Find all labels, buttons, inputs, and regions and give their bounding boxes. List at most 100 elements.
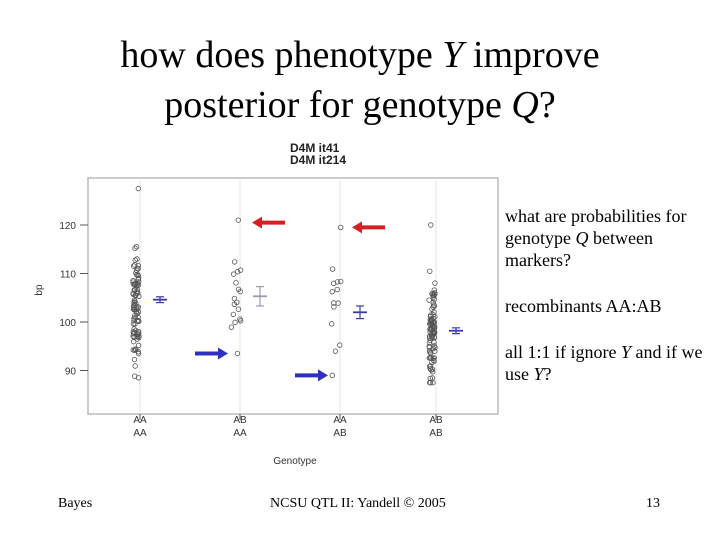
data-point [428, 222, 434, 228]
title-line-1: how does phenotype Y improve [120, 34, 600, 76]
data-point [432, 291, 438, 297]
footer-page-number: 13 [646, 496, 660, 511]
data-point [329, 288, 335, 295]
plot-frame [87, 177, 499, 415]
data-point [234, 269, 241, 275]
group-means [153, 285, 463, 335]
arrow-head [318, 369, 328, 382]
data-point [329, 266, 336, 272]
arrow-head [252, 216, 262, 229]
data-point [428, 326, 434, 333]
data-point [429, 369, 436, 375]
data-point [136, 293, 142, 299]
data-point [237, 318, 244, 324]
category-guides [139, 180, 437, 412]
data-point [133, 244, 140, 250]
data-point [430, 355, 436, 362]
data-point [426, 297, 432, 303]
data-point [334, 286, 340, 293]
note-ratios: all 1:1 if ignore Y and if we use Y? [505, 342, 703, 384]
data-point [329, 372, 336, 379]
data-point [426, 344, 433, 351]
data-point [431, 358, 437, 364]
data-point [135, 265, 141, 272]
y-tick-label: 110 [60, 270, 76, 281]
x-tick-label-bottom: AA [233, 428, 247, 439]
data-point [431, 292, 437, 299]
data-point [337, 224, 344, 231]
data-point [130, 291, 136, 298]
data-points [130, 185, 438, 386]
footer-left: Bayes [58, 496, 93, 511]
data-point [135, 350, 142, 357]
data-point [135, 305, 141, 311]
data-point [135, 309, 142, 315]
note-probabilities: what are probabilities for genotype Q be… [505, 206, 687, 270]
data-point [427, 268, 433, 274]
data-point [231, 295, 238, 302]
data-point [331, 304, 337, 310]
x-tick-label-top: AA [333, 415, 347, 426]
data-point [228, 324, 235, 330]
y-axis-label: bp [34, 284, 45, 296]
data-point [431, 296, 437, 302]
data-point [431, 287, 437, 293]
data-point [430, 312, 436, 318]
y-tick-label: 100 [59, 318, 76, 329]
data-point [132, 245, 138, 251]
data-point [237, 267, 244, 273]
data-point [135, 317, 142, 324]
data-point [330, 280, 337, 287]
data-point [431, 343, 438, 349]
annotation-arrows [195, 216, 385, 382]
x-axis-label: Genotype [273, 456, 317, 467]
data-point [135, 272, 141, 278]
data-point [135, 185, 142, 192]
data-point [430, 345, 437, 352]
data-point [328, 321, 335, 327]
data-point [235, 306, 242, 312]
data-point [430, 299, 436, 306]
footer-center: NCSU QTL II: Yandell © 2005 [270, 496, 446, 511]
data-point [233, 280, 239, 286]
data-point [131, 313, 138, 319]
data-point [230, 311, 237, 318]
data-point [235, 217, 242, 223]
data-point [131, 306, 137, 312]
data-point [133, 300, 139, 307]
title-line-2: posterior for genotype Q? [164, 84, 556, 126]
data-point [431, 330, 438, 337]
x-tick-label-top: AB [233, 415, 247, 426]
legend-marker-1: D4M it41 [290, 141, 340, 155]
data-point [134, 256, 140, 262]
data-point [134, 336, 140, 342]
data-point [431, 302, 437, 308]
x-tick-label-top: AA [133, 415, 147, 426]
data-point [130, 331, 137, 337]
data-point [135, 275, 142, 281]
y-axis: 90 100 110 120 [59, 221, 88, 378]
slide-title: how does phenotype Y improve posterior f… [0, 30, 720, 130]
data-point [234, 299, 240, 305]
data-point [134, 280, 140, 287]
data-point [136, 279, 142, 285]
x-tick-label-bottom: AB [333, 428, 347, 439]
data-point [131, 356, 138, 363]
legend-marker-2: D4M it214 [290, 153, 346, 167]
data-point [135, 263, 142, 269]
data-point [337, 342, 343, 348]
data-point [237, 288, 243, 295]
data-point [131, 334, 137, 340]
data-point [132, 363, 138, 369]
data-point [429, 366, 436, 373]
arrow-head [218, 347, 228, 360]
data-point [234, 350, 241, 357]
data-point [131, 315, 137, 322]
x-axis: AA AA AB AA AA AB AB AB [133, 414, 443, 439]
data-point [429, 375, 436, 381]
data-point [231, 259, 238, 265]
data-point [431, 320, 437, 326]
data-point [133, 347, 139, 353]
data-point [135, 342, 142, 349]
data-point [427, 379, 434, 386]
